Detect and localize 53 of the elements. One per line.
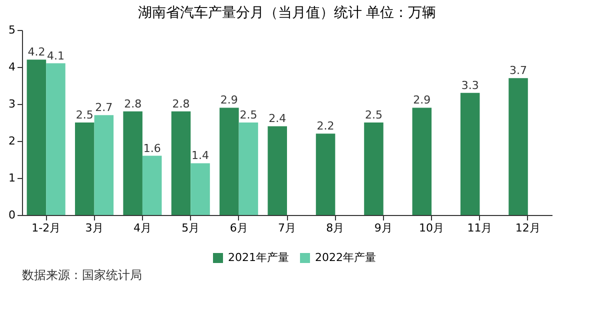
x-tick-label: 6月 xyxy=(230,222,248,234)
x-tick-label: 1-2月 xyxy=(32,222,61,234)
bar xyxy=(364,122,384,215)
bar xyxy=(412,108,432,215)
legend-label: 2021年产量 xyxy=(228,251,289,264)
data-label: 2.2 xyxy=(316,120,334,133)
data-label: 2.5 xyxy=(364,108,382,122)
bar xyxy=(316,134,336,215)
chart-title: 湖南省汽车产量分月（当月值）统计 单位：万辆 xyxy=(138,5,436,21)
y-tick-label: 1 xyxy=(8,172,16,184)
x-tick-label: 3月 xyxy=(85,222,104,234)
bar xyxy=(460,92,480,215)
data-label: 4.1 xyxy=(46,49,64,62)
bar xyxy=(171,111,191,215)
y-tick-label: 3 xyxy=(8,98,16,110)
bar xyxy=(123,111,142,215)
data-label: 4.2 xyxy=(28,46,46,59)
bar xyxy=(508,78,528,215)
bar xyxy=(238,122,258,215)
x-tick-label: 4月 xyxy=(133,222,152,234)
data-label: 3.3 xyxy=(461,78,479,92)
data-label: 2.8 xyxy=(124,97,142,110)
data-label: 2.7 xyxy=(95,101,113,114)
data-label: 2.8 xyxy=(172,97,190,110)
x-tick-label: 7月 xyxy=(278,222,296,234)
legend-label: 2022年产量 xyxy=(315,251,376,264)
data-label: 1.4 xyxy=(192,149,210,162)
bar xyxy=(268,126,287,215)
x-tick-label: 9月 xyxy=(374,222,392,234)
bar xyxy=(190,163,210,215)
data-label: 2.5 xyxy=(240,108,258,122)
bar xyxy=(220,108,239,215)
bar xyxy=(94,115,114,215)
x-tick-label: 11月 xyxy=(467,222,492,234)
bar xyxy=(26,60,46,215)
data-label: 2.9 xyxy=(413,94,431,107)
y-tick-label: 2 xyxy=(8,134,16,148)
data-label: 1.6 xyxy=(143,142,161,155)
x-tick-label: 12月 xyxy=(515,222,540,234)
data-label: 2.9 xyxy=(220,94,238,107)
bar xyxy=(142,156,162,215)
data-label: 2.4 xyxy=(268,112,286,126)
y-tick-label: 4 xyxy=(8,60,16,74)
x-tick-label: 5月 xyxy=(182,222,200,234)
x-tick-label: 8月 xyxy=(326,222,344,234)
y-tick-label: 0 xyxy=(8,208,16,222)
data-label: 2.5 xyxy=(76,108,94,122)
bar xyxy=(46,63,66,215)
data-label: 3.7 xyxy=(510,64,528,78)
y-tick-label: 5 xyxy=(8,24,16,36)
x-tick-label: 10月 xyxy=(419,222,444,234)
bar xyxy=(75,122,94,215)
source-note: 数据来源：国家统计局 xyxy=(22,268,142,282)
